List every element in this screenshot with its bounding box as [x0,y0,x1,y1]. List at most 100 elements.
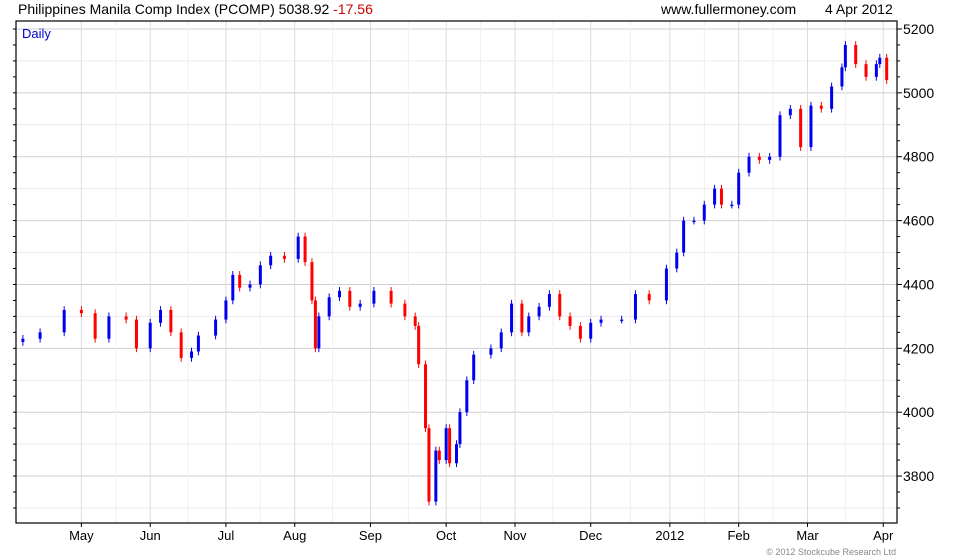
price-bar [296,236,300,259]
price-bar [747,156,751,173]
price-bar [372,290,376,304]
price-bar [682,220,686,253]
x-tick-label: Jul [218,528,235,543]
x-tick-label: Aug [283,528,306,543]
y-tick-label: 5000 [903,85,934,101]
price-bar [788,108,792,116]
price-bar [413,316,417,326]
price-bar [358,303,362,307]
price-bar [124,316,128,320]
price-bar [568,316,572,326]
price-bar [148,322,152,349]
price-bar [854,44,858,65]
price-bar [737,172,741,205]
period-label: Daily [22,26,51,41]
price-bar [258,265,262,285]
price-bar [327,297,331,317]
price-bar [692,220,696,223]
price-bar [444,428,448,461]
price-bar [134,319,138,349]
price-bar [768,156,772,160]
price-bar [864,64,868,77]
price-bar [313,300,317,349]
price-bar [578,325,582,339]
price-bar [489,348,493,355]
price-bar [337,290,341,298]
price-bar [424,364,428,429]
price-bar [589,322,593,339]
price-bar [819,105,823,109]
price-bar [437,450,441,461]
copyright: © 2012 Stockcube Research Ltd [766,547,896,557]
price-bar [840,67,844,87]
price-bar [238,274,242,288]
price-bar [93,313,97,339]
price-bar [62,310,66,333]
y-tick-label: 4000 [903,404,934,420]
title-text: Philippines Manila Comp Index (PCOMP) 50… [18,1,330,17]
price-bar [159,310,163,323]
price-bar [620,319,624,322]
price-bar [547,294,551,307]
price-bar [455,444,458,464]
price-bar [434,450,438,502]
price-bar [558,294,562,317]
price-bar [675,252,679,269]
chart-date: 4 Apr 2012 [825,1,893,17]
price-bar [874,64,878,77]
x-tick-label: Dec [579,528,603,543]
price-bar [713,188,717,205]
price-bar [348,290,352,307]
site-link[interactable]: www.fullermoney.com [661,1,797,17]
price-bar [427,428,431,502]
chart-title: Philippines Manila Comp Index (PCOMP) 50… [18,1,373,17]
x-tick-label: Jun [140,528,161,543]
price-bar [878,57,882,65]
y-tick-label: 4600 [903,213,934,229]
price-bar [799,108,803,148]
price-bar [730,204,734,207]
price-bar [269,255,273,266]
y-tick-label: 4800 [903,149,934,165]
price-bar [520,303,524,333]
x-tick-label: Nov [503,528,527,543]
x-tick-label: Mar [796,528,819,543]
price-bar [303,236,307,263]
x-tick-label: Apr [873,528,894,543]
x-tick-label: Oct [436,528,457,543]
price-bar [664,268,668,301]
price-bar [599,319,603,323]
price-bar [389,290,393,304]
price-bar [190,351,194,358]
price-bar [310,262,314,301]
price-bar [317,316,321,349]
price-bar [448,428,452,464]
price-bar [458,412,462,445]
price-bar [169,310,173,333]
price-bar [403,303,407,317]
price-bar [778,115,782,157]
price-bar [527,316,531,333]
y-tick-label: 3800 [903,468,934,484]
price-bar [510,303,514,333]
x-tick-label: Sep [359,528,382,543]
price-bar [702,204,706,221]
price-bar [472,354,476,381]
x-tick-label: 2012 [655,528,684,543]
price-bar [224,300,228,320]
price-change: -17.56 [333,1,373,17]
x-tick-label: May [69,528,94,543]
y-tick-label: 5200 [903,21,934,37]
price-bar [282,255,286,259]
price-bar [537,306,541,317]
price-bar [231,274,235,301]
price-bar [633,294,637,320]
price-bar [196,335,200,352]
y-tick-label: 4400 [903,276,934,292]
price-bar [179,332,183,358]
x-tick-label: Feb [727,528,749,543]
price-bar [214,319,218,336]
price-bar [465,380,469,413]
